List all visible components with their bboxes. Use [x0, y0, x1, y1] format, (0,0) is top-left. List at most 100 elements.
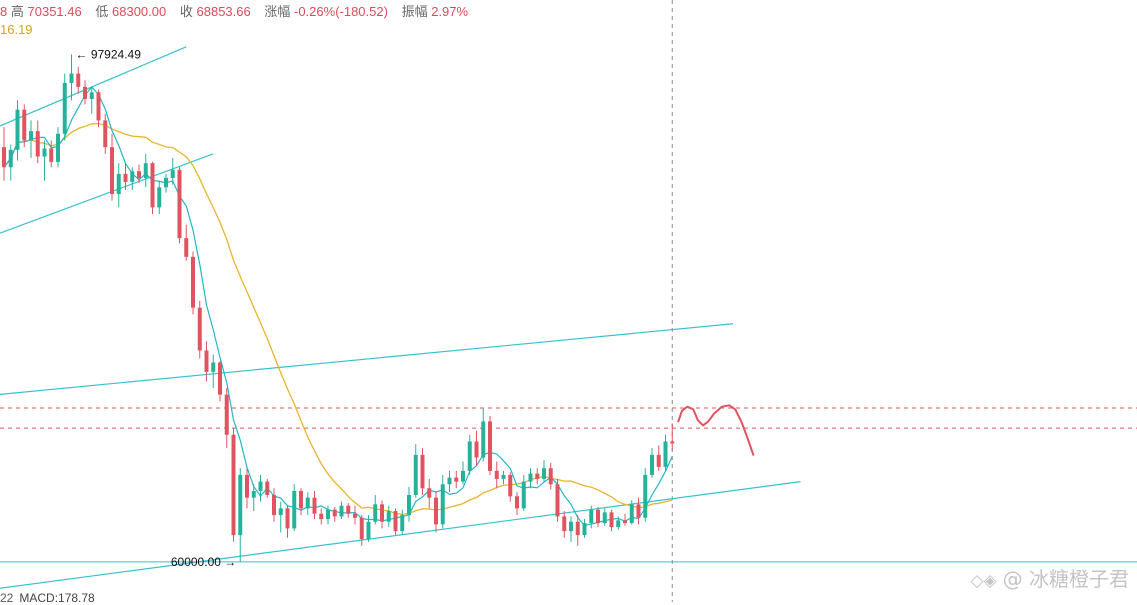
candle [629, 500, 634, 525]
candle [407, 486, 411, 522]
candle-body [305, 497, 310, 509]
candle-body [359, 517, 364, 540]
candle-body [602, 512, 607, 524]
ma-fast-line [3, 86, 673, 527]
candle-body [407, 494, 411, 516]
candle-body [258, 481, 263, 491]
low-price-label: 60000.00 → [171, 555, 236, 569]
candle-body [22, 109, 27, 141]
candle [326, 505, 330, 525]
candle [434, 490, 438, 533]
candle-body [562, 516, 567, 532]
channel-lower-new [0, 481, 801, 589]
candle-body [292, 490, 297, 529]
candle [89, 86, 94, 114]
candle [643, 468, 648, 522]
candle-body [110, 147, 114, 194]
candle-body [400, 515, 405, 532]
candle [22, 104, 27, 148]
candle [569, 516, 573, 542]
candle [258, 474, 263, 502]
amplitude-value: 2.97% [431, 4, 469, 19]
candle-body [238, 474, 243, 536]
candle-body [15, 109, 20, 150]
candle [62, 73, 67, 141]
candle-body [494, 470, 499, 479]
candle [650, 448, 654, 478]
candle-body [170, 169, 175, 178]
ma-slow-line [3, 122, 673, 516]
candle-body [650, 454, 654, 475]
candle-body [299, 490, 303, 509]
candle-body [420, 454, 425, 489]
candle-body [555, 484, 560, 517]
candle-body [663, 441, 668, 467]
candle [413, 444, 418, 498]
candle [602, 508, 607, 526]
forecast-layer [677, 404, 755, 456]
candle-body [332, 509, 337, 517]
candle [8, 144, 13, 181]
candle [15, 100, 20, 161]
candle [130, 167, 135, 190]
candle [535, 468, 540, 485]
candle-body [575, 521, 580, 536]
candle [467, 434, 472, 475]
candle-body [346, 505, 351, 514]
candle-body [56, 133, 60, 162]
close-value: 68853.66 [196, 4, 251, 19]
candle-body [380, 504, 384, 522]
candle [582, 519, 587, 538]
moving-averages [3, 86, 673, 527]
candle [440, 474, 445, 529]
high-value: 70351.46 [27, 4, 82, 19]
candle-body [427, 488, 432, 498]
indicator-partial: 22 [0, 591, 14, 605]
candle [305, 492, 310, 516]
candle-body [670, 441, 675, 444]
candle [49, 140, 54, 168]
candle-body [339, 505, 344, 517]
candle [83, 80, 87, 105]
candle-body [35, 131, 40, 157]
candle [515, 492, 519, 516]
candle-body [440, 484, 445, 525]
candle [157, 180, 162, 215]
candle [454, 470, 459, 489]
candle [656, 445, 661, 471]
channel-lower-old [0, 153, 214, 234]
watermark-author: 冰糖橙子君 [1029, 567, 1129, 591]
candle-body [177, 169, 182, 239]
candle-body [393, 511, 398, 532]
candle [245, 468, 249, 509]
candle-body [528, 473, 533, 482]
candle-body [623, 520, 627, 524]
candle [218, 361, 222, 402]
candle [508, 472, 513, 502]
candle-body [76, 73, 81, 87]
candle-body [319, 513, 324, 520]
candle [2, 127, 6, 181]
candle-body [501, 474, 506, 479]
candle-body [204, 350, 209, 372]
candle [211, 354, 216, 388]
candle [461, 461, 465, 485]
candle [528, 468, 533, 489]
candle-body [103, 120, 108, 148]
candle [616, 516, 621, 530]
candle-body [535, 473, 540, 479]
candle [164, 173, 168, 193]
candle [555, 478, 560, 522]
candle-body [184, 238, 189, 257]
candle-body [157, 187, 162, 208]
candle-body [49, 148, 54, 162]
candle-body [29, 131, 33, 141]
candle [278, 501, 283, 533]
candle [596, 507, 600, 528]
watermark: ◇◈ @ 冰糖橙子君 [970, 563, 1129, 592]
candle-body [191, 256, 195, 308]
candle [359, 515, 364, 546]
candle-body [312, 497, 317, 514]
